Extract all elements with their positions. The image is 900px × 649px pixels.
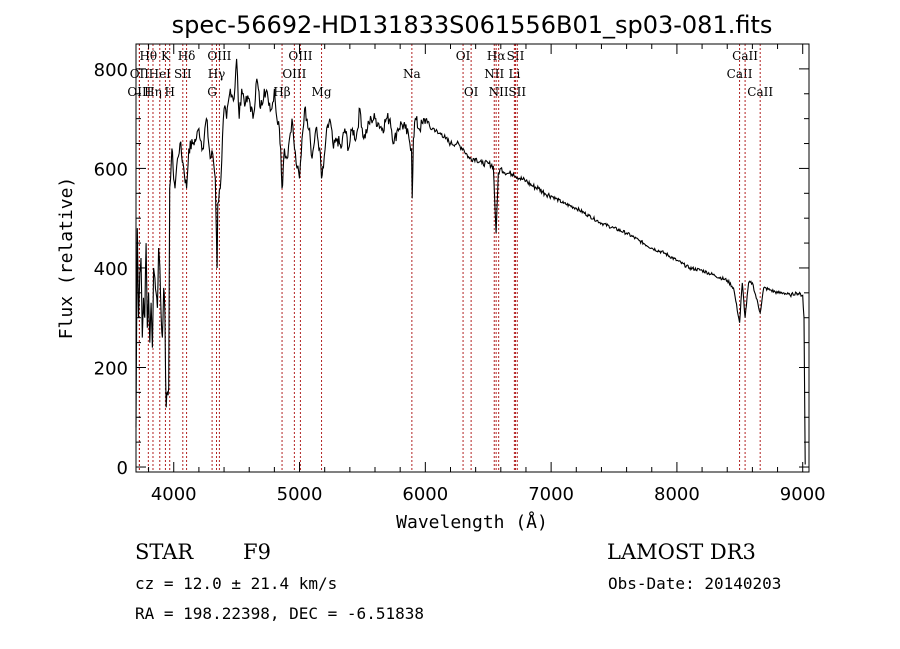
y-axis: 0 200 400 600 800 [94, 60, 809, 479]
x-tick-label: 4000 [151, 484, 197, 505]
line-label-Hα: Hα [487, 49, 506, 63]
x-axis-label: Wavelength (Å) [396, 511, 548, 533]
y-tick-label: 0 [117, 458, 128, 479]
line-label-SII: SII [174, 67, 192, 81]
redshift-velocity: cz = 12.0 ± 21.4 km/s [135, 574, 338, 593]
line-label-Mg: Mg [312, 85, 332, 99]
y-tick-label: 400 [94, 259, 128, 280]
object-class: STAR [135, 540, 194, 564]
chart-title: spec-56692-HD131833S061556B01_sp03-081.f… [172, 11, 773, 39]
line-label-Hβ: Hβ [273, 85, 290, 99]
plot-frame [135, 43, 810, 473]
y-tick-label: 600 [94, 159, 128, 180]
y-tick-label: 200 [94, 358, 128, 379]
line-label-H: H [164, 85, 174, 99]
line-label-NII_6548: NII [484, 67, 504, 81]
line-label-OIII_4363: OIII [207, 49, 231, 63]
series-spectrum [135, 58, 806, 465]
survey-name: LAMOST DR3 [607, 540, 756, 564]
x-tick-label: 5000 [277, 484, 323, 505]
line-label-Li: Li [508, 67, 520, 81]
line-label-CaII_8542: CaII [732, 49, 758, 63]
line-label-Hη: Hη [144, 85, 162, 99]
line-label-SII_6731: SII [508, 85, 526, 99]
line-label-Na: Na [403, 67, 421, 81]
line-label-OIII_5007: OIII [288, 49, 312, 63]
line-label-Hθ: Hθ [139, 49, 157, 63]
line-label-CaII_8498: CaII [727, 67, 753, 81]
line-label-HeI: HeI [149, 67, 172, 81]
line-label-OIII: OIII [127, 85, 151, 99]
line-label-CaII_8662: CaII [747, 85, 773, 99]
line-label-NII_6583: NII [489, 85, 509, 99]
line-label-OIII_4959: OIII [282, 67, 306, 81]
x-tick-label: 8000 [654, 484, 700, 505]
x-axis: 4000 5000 6000 7000 8000 9000 [148, 44, 826, 505]
line-label-K: K [161, 49, 171, 63]
line-label-SII_6717: SII [507, 49, 525, 63]
observation-date: Obs-Date: 20140203 [608, 574, 782, 593]
line-label-Hγ: Hγ [208, 67, 226, 81]
x-tick-label: 7000 [528, 484, 574, 505]
y-tick-label: 800 [94, 60, 128, 81]
line-label-OI_6300: OI [456, 49, 471, 63]
object-subclass: F9 [243, 540, 271, 564]
line-label-G: G [207, 85, 217, 99]
x-tick-label: 9000 [780, 484, 826, 505]
series-layer [135, 58, 806, 465]
line-label-OI_6364: OI [464, 85, 479, 99]
x-tick-label: 6000 [402, 484, 448, 505]
line-label-Hδ: Hδ [178, 49, 196, 63]
ra-dec-coordinates: RA = 198.22398, DEC = -6.51838 [135, 604, 424, 623]
y-axis-label: Flux (relative) [56, 177, 77, 340]
